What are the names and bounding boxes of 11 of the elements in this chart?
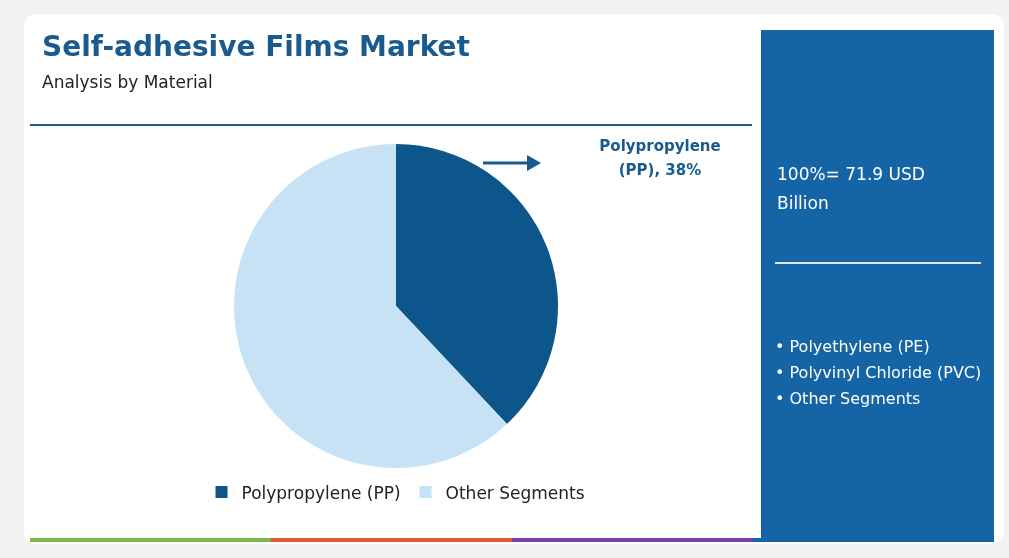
legend-label: Polypropylene (PP) <box>241 482 401 503</box>
legend-label: Other Segments <box>445 482 585 503</box>
chart-title: Self-adhesive Films Market <box>42 30 470 63</box>
pie-slice <box>234 144 507 468</box>
pie-slice <box>396 144 558 425</box>
text: 100%= 71.9 USD Billion <box>777 163 926 215</box>
text: • Polyvinyl Chloride (PVC) <box>775 362 983 384</box>
text: Polypropylene (PP), 38% <box>598 136 722 181</box>
text: • Polyethylene (PE) <box>775 336 931 358</box>
chart-subtitle: Analysis by Material <box>42 72 213 92</box>
text: • Other Segments <box>775 388 922 410</box>
